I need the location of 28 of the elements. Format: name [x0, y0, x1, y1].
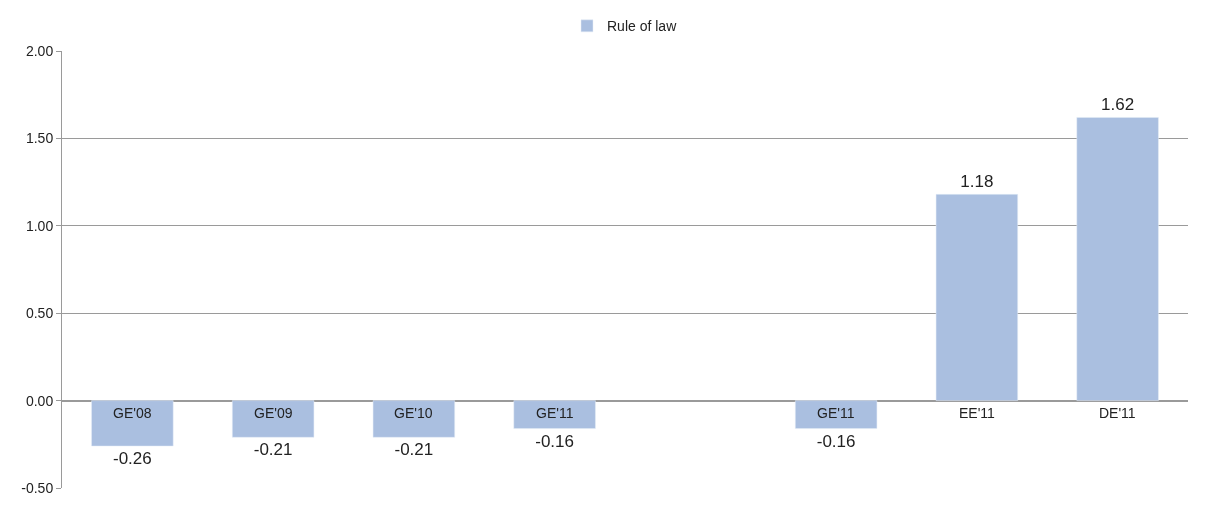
bar — [91, 400, 174, 447]
y-tick-label: 1.00 — [25, 217, 54, 234]
x-tick-label: GE'09 — [254, 405, 293, 421]
bar — [232, 400, 315, 438]
y-tick-label: 1.50 — [25, 130, 54, 147]
bar — [795, 400, 878, 429]
data-label: -0.21 — [394, 440, 434, 460]
legend-label: Rule of law — [607, 18, 678, 35]
x-tick-label: GE'11 — [536, 405, 574, 421]
x-tick-label: GE'08 — [113, 405, 152, 421]
data-label: -0.16 — [816, 431, 856, 451]
x-tick-label: GE'10 — [394, 405, 433, 421]
data-label: 1.18 — [960, 172, 994, 192]
y-tick-label: 0.00 — [25, 392, 54, 409]
data-label: -0.21 — [253, 440, 293, 460]
x-tick-label: GE'11 — [817, 405, 855, 421]
y-tick-label: -0.50 — [21, 479, 54, 496]
bar — [513, 400, 596, 429]
bar — [372, 400, 455, 438]
data-label: -0.16 — [535, 431, 574, 451]
bar — [1076, 117, 1159, 401]
data-label: 1.62 — [1101, 95, 1135, 115]
data-label: -0.26 — [113, 449, 152, 469]
y-tick-label: 2.00 — [25, 42, 54, 59]
bar — [935, 194, 1018, 401]
y-tick-label: 0.50 — [25, 305, 54, 322]
x-tick-label: EE'11 — [959, 405, 996, 421]
x-tick-label: DE'11 — [1099, 405, 1136, 421]
